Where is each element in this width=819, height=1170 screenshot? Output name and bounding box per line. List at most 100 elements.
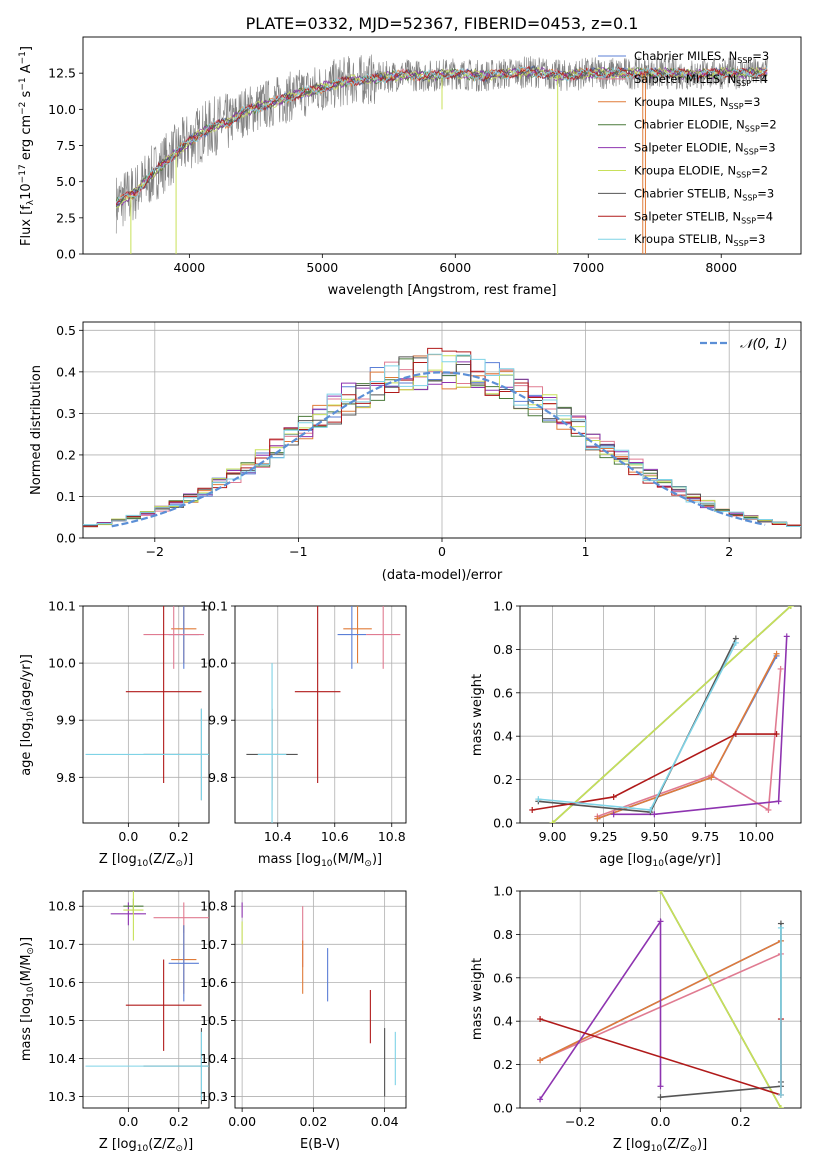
axis-label-part: 10: [652, 859, 664, 869]
axis-label-part: mass [log: [258, 852, 321, 867]
weight-line: [552, 606, 792, 823]
y-axis-label-part: λ: [26, 199, 36, 205]
y-tick-label: 10.0: [200, 656, 228, 671]
x-tick-label: 0.02: [299, 1114, 327, 1129]
legend-label: Salpeter ELODIE, NSSP=3: [634, 141, 776, 157]
legend-label-suffix: =2: [760, 118, 777, 132]
legend-label-suffix: =4: [751, 72, 768, 86]
y-tick-label: 0.4: [56, 364, 76, 379]
axes-frame: [234, 890, 407, 1109]
axis-label-part: 10: [137, 859, 149, 869]
x-tick-label: 9.50: [640, 829, 668, 844]
y-axis-label-part: A: [19, 64, 34, 77]
legend-label-sub: SSP: [736, 171, 751, 180]
x-tick-label: 8000: [705, 260, 737, 275]
legend-label-main: Chabrier MILES, N: [634, 49, 737, 63]
axes-6: 0.00 0.02 0.04 10.3 10.4 10.5 10.6 10.7 10.8: [200, 890, 407, 1129]
axes-7: −0.2 0.0 0.2 0.0 0.2 0.4 0.6 0.8 1.0: [493, 884, 802, 1129]
axes-2: 0.0 0.2 9.8 9.9 10.0 10.1: [48, 599, 210, 844]
axis-label-part: mass [log: [19, 998, 34, 1061]
weight-line: [532, 733, 777, 811]
legend-label-main: Kroupa ELODIE, N: [634, 164, 736, 178]
y-tick-label: 10.8: [200, 899, 228, 914]
y-tick-label: 10.3: [200, 1089, 228, 1104]
y-tick-label: 5.0: [56, 174, 76, 189]
legend-label: Salpeter MILES, NSSP=4: [634, 72, 768, 88]
x-tick-label: 0.04: [371, 1114, 399, 1129]
x-tick-label: 0.0: [118, 1114, 138, 1129]
legend-label-sub: SSP: [736, 79, 751, 88]
y-tick-label: 0.6: [493, 970, 513, 985]
y-tick-label: 12.5: [48, 66, 76, 81]
axis-label-part: Z [log: [99, 852, 137, 867]
axes-3: 10.4 10.6 10.8 9.8 9.9 10.0 10.1: [200, 599, 407, 844]
axis-label-part: 10: [26, 986, 36, 998]
axis-label-part: ⊙: [26, 947, 36, 955]
axes-0: 4000 5000 6000 7000 8000 0.0 2.5 5.0 7.5 10.0 12.5: [48, 36, 802, 275]
legend-label-suffix: =3: [757, 186, 774, 200]
y-tick-label: 1.0: [493, 599, 513, 614]
axis-label-part: ⊙: [689, 1144, 697, 1154]
x-axis-label: (data-model)/error: [382, 568, 503, 583]
legend-label: Chabrier MILES, NSSP=3: [634, 49, 769, 65]
legend-label-suffix: =3: [752, 49, 769, 63]
legend-label-sub: SSP: [729, 102, 744, 111]
y-axis-label-part: Flux [f: [19, 205, 34, 246]
y-tick-label: 10.3: [48, 1089, 76, 1104]
y-tick-label: 1.0: [493, 884, 513, 899]
x-tick-label: 0.00: [228, 1114, 256, 1129]
legend-label: Kroupa ELODIE, NSSP=2: [634, 164, 768, 180]
x-axis-label: Z [log10(Z/Z⊙)]: [99, 852, 193, 869]
axis-label-part: (Z/Z: [662, 1137, 689, 1152]
residual-histogram: [83, 353, 801, 528]
y-tick-label: 7.5: [56, 138, 76, 153]
legend-label-sub: SSP: [742, 193, 757, 202]
legend-label-sub: SSP: [734, 239, 749, 248]
x-tick-label: 9.00: [539, 829, 567, 844]
axis-label-part: (age/yr)]: [664, 852, 721, 867]
y-tick-label: 0.8: [493, 927, 513, 942]
plot-area-4: [529, 606, 794, 823]
legend-label-main: Kroupa MILES, N: [634, 95, 729, 109]
axis-label-part: ⊙: [364, 859, 372, 869]
legend-label-suffix: =3: [749, 232, 766, 246]
legend-label: Kroupa STELIB, NSSP=3: [634, 232, 765, 248]
legend-label-main: Salpeter MILES, N: [634, 72, 736, 86]
x-tick-label: 9.75: [691, 829, 719, 844]
y-tick-label: 0.0: [493, 816, 513, 831]
axis-label-part: )]: [183, 852, 193, 867]
y-axis-label: Normed distribution: [29, 365, 44, 495]
legend-label-main: Chabrier ELODIE, N: [634, 118, 745, 132]
y-axis-label-part: 10: [19, 183, 34, 200]
x-tick-label: 10.4: [264, 829, 292, 844]
axis-label-part: age [log: [19, 723, 34, 776]
x-tick-label: 2: [725, 544, 733, 559]
axis-label-part: (M/M: [333, 852, 365, 867]
y-tick-label: 0.2: [56, 447, 76, 462]
plot-area-1: [83, 347, 801, 528]
x-axis-label: Z [log10(Z/Z⊙)]: [99, 1137, 193, 1154]
y-tick-label: 0.6: [493, 685, 513, 700]
legend-label: Kroupa MILES, NSSP=3: [634, 95, 760, 111]
x-tick-label: −0.2: [565, 1114, 595, 1129]
y-tick-label: 0.0: [56, 531, 76, 546]
axis-label-part: (M/M: [19, 955, 34, 987]
axes-frame: [82, 321, 802, 539]
x-tick-label: 9.25: [590, 829, 618, 844]
x-tick-label: 0.2: [169, 1114, 189, 1129]
y-tick-label: 0.0: [493, 1101, 513, 1116]
x-axis-label: Z [log10(Z/Z⊙)]: [613, 1137, 707, 1154]
axes-1: −2 −1 0 1 2 0.0 0.1 0.2 0.3 0.4 0.5: [56, 321, 802, 559]
y-tick-label: 9.8: [208, 770, 228, 785]
x-tick-label: 10.00: [738, 829, 774, 844]
axis-label-part: )]: [183, 1137, 193, 1152]
y-tick-label: 9.9: [56, 713, 76, 728]
legend-label: Chabrier ELODIE, NSSP=2: [634, 118, 777, 134]
plot-area-2: [85, 606, 209, 801]
legend-label-main: Salpeter STELIB, N: [634, 209, 741, 223]
residual-histogram: [83, 356, 801, 527]
y-tick-label: 0.5: [56, 323, 76, 338]
y-tick-label: 10.4: [200, 1051, 228, 1066]
x-tick-label: 0.2: [169, 829, 189, 844]
